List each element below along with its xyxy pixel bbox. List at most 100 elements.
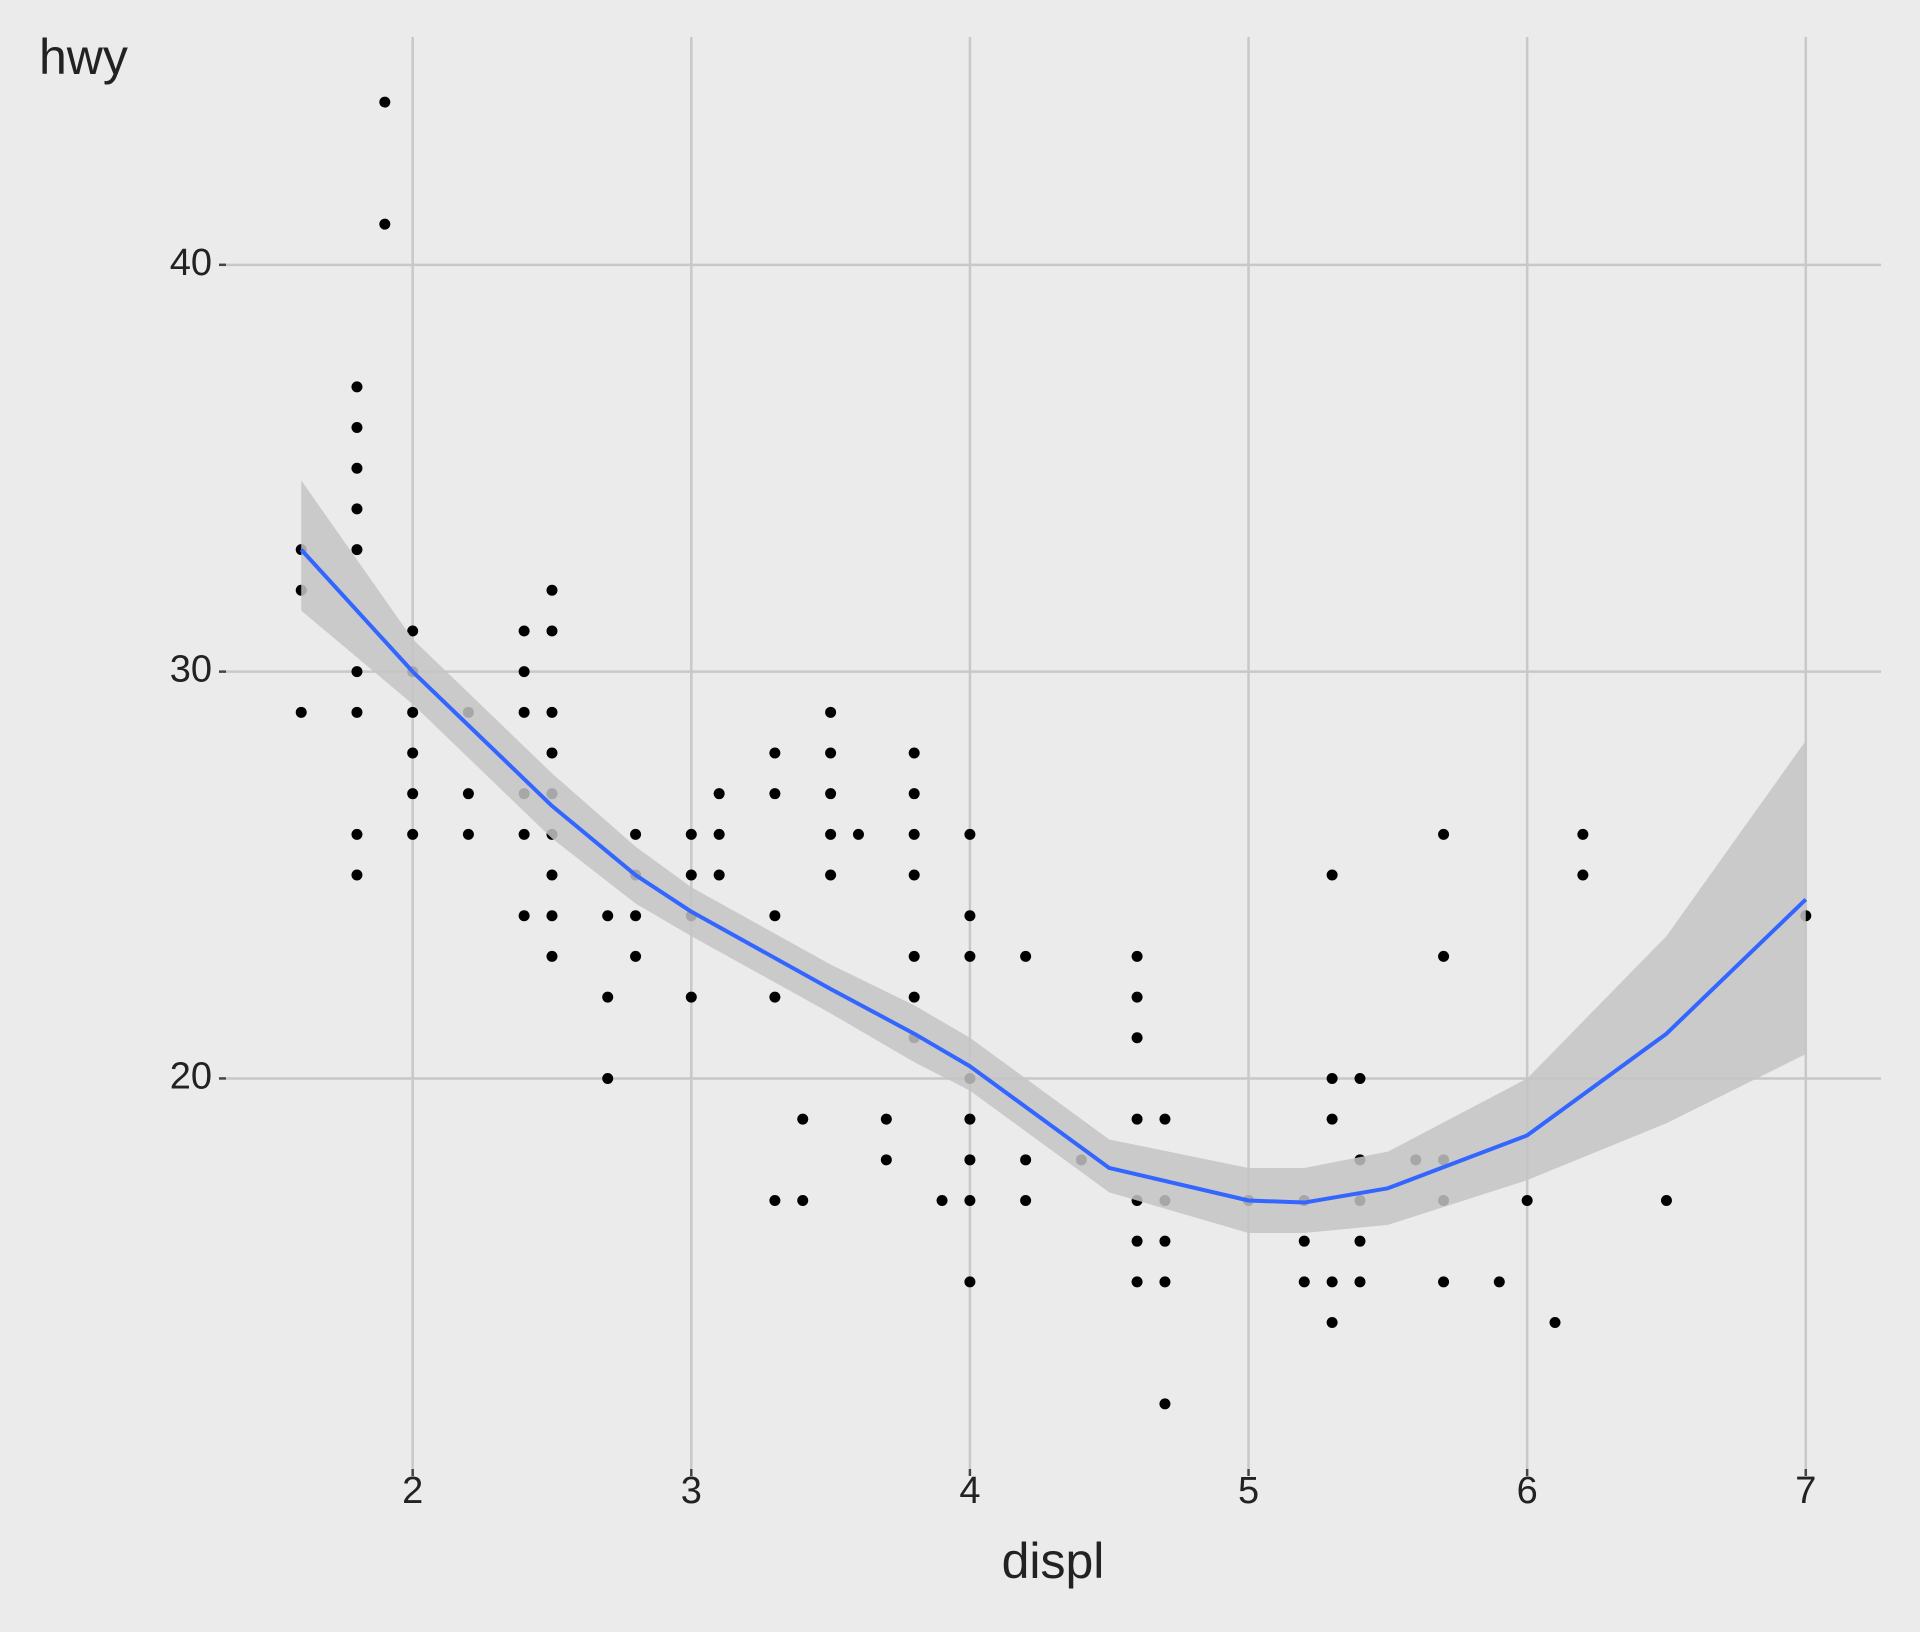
point (825, 706, 837, 718)
point (1298, 1235, 1310, 1247)
point (1131, 1113, 1143, 1125)
point (769, 991, 781, 1003)
point (407, 828, 419, 840)
y-axis-label: hwy (39, 29, 128, 85)
point (1549, 1317, 1561, 1329)
point (1159, 1235, 1171, 1247)
smooth-line (299, 548, 1808, 1205)
point (407, 706, 419, 718)
point (1354, 1072, 1366, 1084)
point (518, 666, 530, 678)
point (546, 950, 558, 962)
point (964, 910, 976, 922)
point (1354, 1276, 1366, 1288)
x-tick-label: 7 (1795, 1470, 1816, 1512)
point (769, 910, 781, 922)
point (825, 788, 837, 800)
x-axis-label: displ (1002, 1533, 1105, 1589)
point (351, 828, 363, 840)
point (602, 910, 614, 922)
point (964, 1195, 976, 1206)
point (825, 869, 837, 881)
point (1438, 950, 1450, 962)
point (602, 991, 614, 1003)
point (351, 503, 363, 515)
point (964, 1276, 976, 1288)
point (685, 991, 697, 1003)
point (1521, 1195, 1533, 1206)
point (546, 910, 558, 922)
point (1326, 1317, 1338, 1329)
y-tick-label: 30 (170, 649, 212, 691)
point (797, 1195, 809, 1206)
point (964, 1154, 976, 1166)
point (518, 828, 530, 840)
point (295, 706, 307, 718)
point (546, 706, 558, 718)
point (462, 788, 474, 800)
point (630, 910, 642, 922)
point (379, 218, 391, 230)
y-tick-label: 40 (170, 242, 212, 284)
point (1298, 1276, 1310, 1288)
point (880, 1154, 892, 1166)
point (518, 910, 530, 922)
point (908, 950, 920, 962)
point (602, 1072, 614, 1084)
point (964, 1113, 976, 1125)
point (1131, 991, 1143, 1003)
point (546, 747, 558, 759)
confidence-band (301, 480, 1806, 1234)
point (630, 950, 642, 962)
point (630, 828, 642, 840)
point (1020, 1154, 1032, 1166)
point (351, 422, 363, 434)
point (769, 747, 781, 759)
point (1159, 1398, 1171, 1410)
point (797, 1113, 809, 1125)
point (546, 869, 558, 881)
point (1354, 1235, 1366, 1247)
x-tick-label: 4 (959, 1470, 980, 1512)
point (351, 381, 363, 393)
point (518, 706, 530, 718)
point (1326, 1113, 1338, 1125)
point (1660, 1195, 1672, 1206)
point (908, 991, 920, 1003)
point (908, 869, 920, 881)
point (407, 747, 419, 759)
point (825, 747, 837, 759)
point (1493, 1276, 1505, 1288)
x-tick-label: 3 (681, 1470, 702, 1512)
x-tick-label: 2 (402, 1470, 423, 1512)
point (1131, 1032, 1143, 1044)
point (1438, 828, 1450, 840)
point (546, 625, 558, 637)
point (1326, 869, 1338, 881)
x-tick-label: 6 (1517, 1470, 1538, 1512)
point (685, 828, 697, 840)
point (1577, 869, 1589, 881)
point (518, 625, 530, 637)
point (769, 788, 781, 800)
point (769, 1195, 781, 1206)
point (1131, 1235, 1143, 1247)
point (1326, 1276, 1338, 1288)
point (908, 788, 920, 800)
point (825, 828, 837, 840)
point (1131, 1276, 1143, 1288)
point (351, 544, 363, 556)
x-tick-label: 5 (1238, 1470, 1259, 1512)
point (351, 869, 363, 881)
point (964, 828, 976, 840)
point (546, 584, 558, 596)
point (880, 1113, 892, 1125)
point (713, 869, 725, 881)
y-tick-label: 20 (170, 1055, 212, 1097)
point (462, 828, 474, 840)
point (908, 828, 920, 840)
point (1159, 1113, 1171, 1125)
